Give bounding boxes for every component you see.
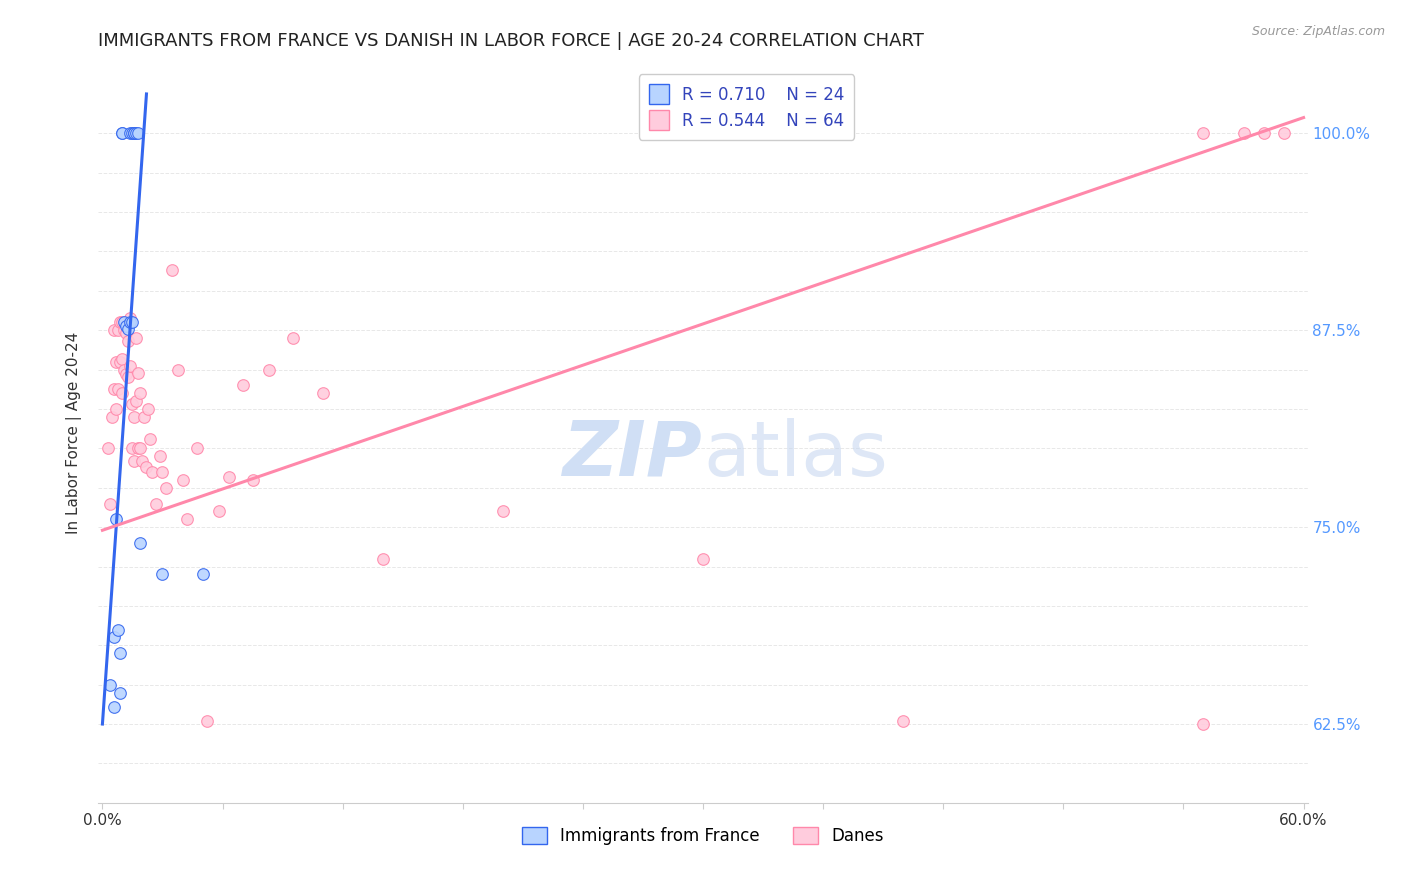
Point (152, 567, 174, 582)
Point (127, 366, 149, 380)
Point (103, 699, 125, 714)
Point (124, 454, 146, 468)
Point (1232, 126, 1254, 140)
Point (232, 378, 254, 392)
Point (120, 359, 142, 374)
Point (891, 714, 914, 728)
Point (107, 623, 129, 637)
Point (115, 326, 138, 341)
Point (105, 402, 128, 417)
Point (107, 382, 129, 396)
Y-axis label: In Labor Force | Age 20-24: In Labor Force | Age 20-24 (66, 332, 83, 533)
Point (134, 409, 156, 424)
Point (124, 409, 146, 424)
Text: IMMIGRANTS FROM FRANCE VS DANISH IN LABOR FORCE | AGE 20-24 CORRELATION CHART: IMMIGRANTS FROM FRANCE VS DANISH IN LABO… (98, 32, 924, 50)
Text: atlas: atlas (703, 417, 887, 491)
Point (115, 368, 138, 382)
Point (101, 409, 124, 424)
Point (172, 473, 194, 487)
Point (281, 331, 304, 345)
Point (111, 315, 134, 329)
Point (111, 351, 134, 366)
Point (105, 355, 128, 369)
Point (110, 685, 132, 699)
Point (1192, 717, 1215, 731)
Point (120, 310, 142, 325)
Text: Source: ZipAtlas.com: Source: ZipAtlas.com (1251, 25, 1385, 38)
Point (111, 126, 134, 140)
Point (195, 714, 218, 728)
Point (149, 449, 172, 463)
Point (191, 567, 214, 582)
Point (162, 263, 184, 277)
Point (125, 394, 148, 409)
Point (125, 331, 148, 345)
Point (242, 473, 264, 487)
Point (311, 386, 333, 401)
Point (103, 382, 125, 396)
Point (127, 442, 149, 456)
Point (114, 323, 136, 337)
Point (127, 126, 149, 140)
Point (135, 460, 157, 475)
Point (124, 126, 146, 140)
Point (692, 551, 714, 566)
Point (103, 631, 125, 645)
Point (115, 318, 138, 333)
Point (114, 362, 136, 376)
Point (114, 315, 136, 329)
Point (1253, 126, 1275, 140)
Text: ZIP: ZIP (564, 417, 703, 491)
Point (152, 465, 174, 479)
Point (121, 126, 143, 140)
Point (131, 454, 153, 468)
Point (117, 370, 139, 384)
Point (139, 432, 162, 446)
Point (492, 504, 515, 518)
Point (110, 315, 132, 329)
Point (111, 386, 134, 401)
Point (91, 859, 114, 873)
Point (111, 126, 134, 140)
Point (105, 512, 128, 526)
Point (117, 321, 139, 335)
Point (145, 496, 167, 510)
Point (100, 678, 122, 692)
Point (124, 126, 146, 140)
Point (1192, 126, 1215, 140)
Point (155, 481, 177, 495)
Point (176, 512, 198, 526)
Point (121, 442, 143, 456)
Point (120, 126, 142, 140)
Point (141, 465, 163, 479)
Point (110, 646, 132, 660)
Point (1272, 126, 1295, 140)
Point (207, 504, 229, 518)
Point (129, 536, 152, 550)
Point (121, 315, 143, 329)
Point (121, 397, 143, 411)
Point (97, 442, 120, 456)
Point (218, 469, 240, 483)
Point (129, 386, 152, 401)
Point (107, 323, 129, 337)
Point (371, 551, 394, 566)
Point (117, 334, 139, 349)
Point (138, 402, 160, 417)
Point (167, 362, 190, 376)
Point (100, 496, 122, 510)
Point (120, 315, 142, 329)
Point (129, 442, 152, 456)
Legend: Immigrants from France, Danes: Immigrants from France, Danes (513, 819, 893, 854)
Point (125, 126, 148, 140)
Point (186, 442, 208, 456)
Point (110, 355, 132, 369)
Point (103, 323, 125, 337)
Point (257, 362, 280, 376)
